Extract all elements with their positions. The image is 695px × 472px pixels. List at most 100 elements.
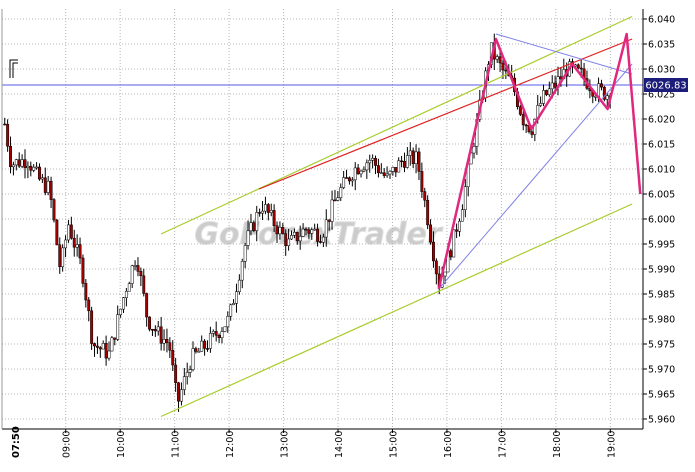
candle-body — [203, 340, 207, 349]
candle-body — [235, 291, 238, 304]
candle-body — [600, 83, 603, 88]
candle-body — [414, 151, 418, 164]
y-tick-label: 5.985 — [648, 290, 675, 301]
candle-body — [87, 299, 91, 312]
candle-body — [388, 171, 392, 175]
candle-body — [336, 197, 340, 201]
price-label-box — [644, 78, 688, 92]
candle-body — [29, 165, 33, 171]
y-tick-label: 6.025 — [648, 90, 675, 101]
candle-body — [353, 167, 357, 181]
candle-body — [374, 158, 377, 166]
y-tick-label: 6.015 — [648, 140, 675, 151]
candle-body — [197, 351, 201, 353]
candle-body — [104, 343, 108, 359]
candle-body — [84, 283, 88, 301]
candle-body — [243, 245, 247, 262]
candle-body — [263, 204, 267, 212]
candle-body — [298, 236, 302, 242]
candle-body — [179, 389, 183, 402]
candle-body — [431, 241, 435, 262]
candle-body — [32, 166, 36, 171]
candle-body — [67, 224, 70, 241]
candle-body — [365, 162, 369, 171]
y-tick-label: 6.020 — [648, 115, 675, 126]
x-tick-label: 12:00 — [225, 431, 236, 458]
candle-body — [232, 303, 236, 306]
candle-body — [330, 199, 334, 222]
candle-body — [159, 326, 163, 344]
candle-body — [206, 348, 209, 350]
axes — [1, 9, 647, 433]
candle-body — [269, 210, 273, 213]
candle-body — [185, 372, 189, 377]
price-label: 6026.83 — [645, 81, 686, 92]
y-tick-label: 6.035 — [648, 40, 675, 51]
candle-body — [553, 82, 557, 88]
candle-body — [530, 131, 534, 135]
candle-body — [463, 186, 467, 210]
candle-body — [443, 271, 447, 277]
candle-body — [411, 150, 415, 164]
candle-body — [119, 308, 123, 316]
candle-body — [284, 233, 288, 246]
candle-body — [313, 228, 317, 231]
candle-body — [95, 345, 99, 348]
candle-body — [321, 236, 325, 243]
y-tick-label: 5.980 — [648, 315, 675, 326]
candle-body — [151, 329, 154, 331]
candle-body — [38, 166, 41, 180]
candle-body — [223, 326, 227, 332]
candle-body — [391, 167, 395, 172]
candle-body — [46, 180, 50, 193]
candle-body — [397, 160, 401, 173]
candle-body — [168, 342, 172, 351]
candle-body — [394, 167, 398, 173]
candle-body — [278, 226, 282, 235]
candle-body — [295, 232, 299, 242]
candle-body — [292, 232, 296, 236]
candle-body — [182, 376, 186, 390]
fib-line — [495, 33, 633, 75]
candle-body — [101, 343, 105, 350]
candle-body — [6, 123, 10, 147]
candle-body — [156, 326, 160, 332]
candle-body — [350, 179, 354, 182]
resistance-line — [258, 38, 633, 190]
candle-body — [371, 158, 375, 161]
candle-body — [504, 69, 508, 72]
candle-body — [75, 244, 79, 248]
candle-body — [240, 261, 244, 281]
candle-body — [319, 241, 322, 243]
candle-body — [122, 297, 125, 310]
candle-body — [550, 82, 554, 90]
candle-body — [246, 230, 250, 246]
candle-body — [11, 164, 15, 168]
candle-body — [162, 339, 166, 344]
candle-body — [220, 331, 224, 339]
candle-body — [98, 347, 102, 350]
candle-body — [602, 86, 606, 100]
candle-body — [429, 224, 432, 243]
candle-body — [544, 90, 548, 95]
candle-body — [61, 247, 65, 268]
channel-line — [160, 15, 633, 235]
candle-body — [214, 331, 218, 336]
candle-body — [194, 348, 198, 352]
candle-body — [452, 229, 456, 258]
y-tick-label: 5.975 — [648, 340, 675, 351]
x-tick-label: 16:00 — [443, 431, 454, 458]
candle-body — [347, 177, 351, 182]
candle-body — [237, 279, 241, 292]
corner-bracket-icon — [9, 59, 18, 78]
candle-body — [26, 165, 30, 168]
candle-body — [579, 67, 583, 70]
candle-body — [423, 191, 427, 201]
candle-body — [226, 316, 230, 328]
fib-line — [438, 63, 633, 290]
candle-body — [498, 56, 502, 64]
x-tick-label: 19:00 — [606, 431, 617, 458]
y-tick-label: 6.000 — [648, 215, 675, 226]
x-tick-label: 11:00 — [171, 431, 182, 458]
